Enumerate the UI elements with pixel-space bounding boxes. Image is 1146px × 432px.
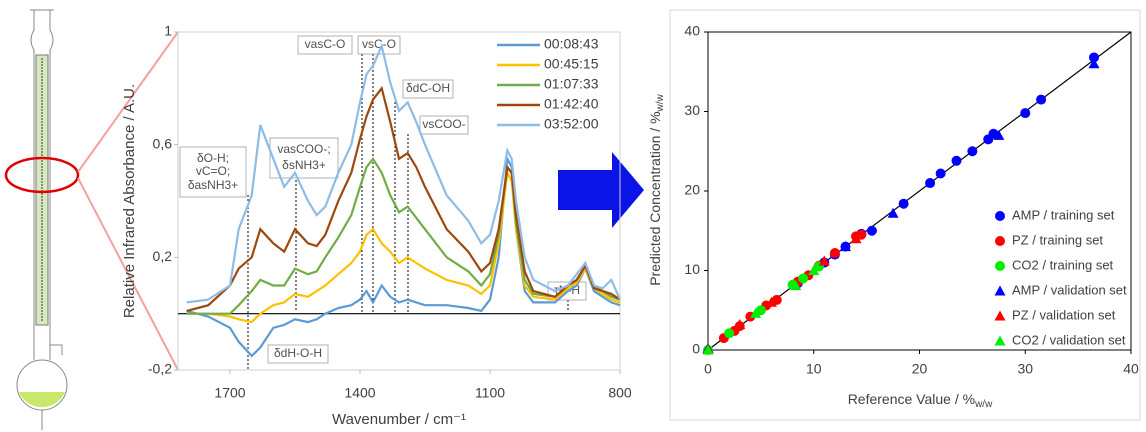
point [829, 248, 840, 259]
x-axis-title: Wavenumber / cm⁻¹ [332, 411, 466, 428]
annotation: vasC-O [305, 37, 346, 51]
x-axis-title: Reference Value / %w/w [848, 391, 993, 410]
y-tick-label: 0,2 [153, 248, 173, 264]
annotation-box [179, 146, 247, 198]
annotation-box [402, 79, 454, 99]
legend-label: 03:52:00 [544, 116, 599, 132]
zoom-line [77, 177, 179, 371]
point [967, 146, 978, 157]
y-axis-title-main: Predicted Concentration / % [647, 111, 663, 285]
legend-label: 00:45:15 [544, 56, 599, 72]
point [935, 168, 946, 179]
point [1088, 52, 1099, 63]
point [850, 233, 862, 244]
y-tick-label: 0,6 [153, 135, 173, 151]
x-tick-label: 0 [704, 361, 712, 377]
legend-label: PZ / validation set [1012, 307, 1116, 322]
zoom-line [77, 31, 179, 173]
legend-label: 01:42:40 [544, 96, 599, 112]
y-tick-label: 30 [684, 102, 700, 118]
y-tick-label: 20 [684, 182, 700, 198]
point [993, 129, 1005, 140]
point [1020, 108, 1031, 119]
legend-swatch [995, 211, 1005, 221]
legend-label: AMP / validation set [1012, 282, 1127, 297]
annotation: δO-H; [197, 151, 229, 165]
point [790, 280, 802, 291]
x-tick-label: 10 [806, 361, 822, 377]
x-tick-label: 30 [1017, 361, 1033, 377]
point [734, 319, 746, 330]
y-axis-title: Relative Infrared Absorbance / A.U. [121, 84, 138, 318]
legend-label: PZ / training set [1012, 232, 1103, 247]
x-axis-title-main: Reference Value / % [848, 391, 975, 407]
point [798, 273, 809, 284]
chart-frame [669, 9, 1141, 421]
annotation-box [269, 137, 339, 179]
y-tick-label: 40 [684, 23, 700, 39]
annotation-box [419, 115, 469, 135]
annotation: vsC-O [362, 37, 396, 51]
plot-frame [177, 31, 621, 371]
annotations: δO-H; vC=O; δasNH3+ vasCOO-; δsNH3+ vasC… [179, 35, 587, 370]
point [839, 241, 851, 252]
spectrum-line [186, 85, 621, 312]
point [1036, 94, 1047, 105]
x-tick-label: 20 [912, 361, 928, 377]
annotation: δsNH3+ [282, 158, 326, 172]
y-axis-title: Predicted Concentration / %w/w [647, 93, 666, 285]
arrow [558, 152, 644, 228]
annotation: δdC-OH [406, 81, 450, 95]
legend-label: 00:08:43 [544, 36, 599, 52]
annotation-box [297, 35, 353, 55]
point [702, 344, 714, 355]
spectrum-line [186, 154, 621, 358]
legend-swatch [994, 285, 1006, 296]
y-tick-label: 1 [164, 23, 172, 39]
y-tick-label: -0,2 [148, 361, 172, 377]
y-axis-title-sub: w/w [655, 93, 666, 112]
legend-label: 01:07:33 [544, 76, 599, 92]
point [887, 207, 899, 218]
annotation: vC=O; [196, 164, 230, 178]
point [925, 178, 936, 189]
column-illustration [4, 9, 80, 430]
legend-swatch [995, 261, 1005, 271]
x-axis-title-sub: w/w [974, 399, 993, 410]
y-tick-label: 10 [684, 261, 700, 277]
point [951, 155, 962, 166]
point [765, 296, 777, 307]
point [750, 307, 762, 318]
x-tick-label: 1400 [344, 385, 375, 401]
point [898, 198, 909, 209]
annotation: δasNH3+ [188, 178, 238, 192]
annotation: vsCOO- [422, 117, 465, 131]
point [755, 305, 766, 316]
point [1088, 58, 1100, 69]
x-tick-label: 800 [608, 385, 632, 401]
x-tick-label: 1100 [475, 385, 505, 401]
x-tick-label: 1700 [214, 385, 245, 401]
x-tick-label: 40 [1123, 361, 1139, 377]
annotation: δdH-O-H [274, 346, 322, 360]
point [818, 255, 830, 266]
legend-label: CO2 / validation set [1012, 332, 1126, 347]
legend-swatch [994, 310, 1006, 321]
legend-swatch [994, 335, 1006, 346]
point [856, 229, 867, 240]
point [724, 328, 735, 339]
point [866, 225, 877, 236]
spectrum-line [186, 169, 621, 324]
annotation-box [267, 344, 329, 364]
legend-label: CO2 / training set [1012, 257, 1114, 272]
point [808, 265, 820, 275]
spectrum-line [186, 42, 622, 304]
legend-swatch [995, 236, 1005, 246]
y-tick-label: 0 [692, 341, 700, 357]
annotation: vasCOO-; [277, 142, 330, 156]
legend-label: AMP / training set [1012, 207, 1115, 222]
